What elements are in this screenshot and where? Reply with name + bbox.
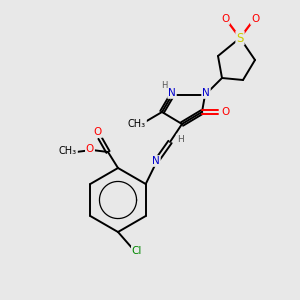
Text: N: N — [202, 88, 210, 98]
Text: S: S — [236, 32, 244, 44]
Text: O: O — [221, 107, 229, 117]
Text: H: H — [177, 134, 183, 143]
Text: H: H — [161, 82, 167, 91]
Text: O: O — [94, 127, 102, 137]
Text: CH₃: CH₃ — [59, 146, 77, 156]
Text: Cl: Cl — [132, 246, 142, 256]
Text: O: O — [251, 14, 259, 24]
Text: CH₃: CH₃ — [128, 119, 146, 129]
Text: N: N — [152, 156, 160, 166]
Text: O: O — [221, 14, 229, 24]
Text: N: N — [168, 88, 176, 98]
Text: O: O — [86, 144, 94, 154]
